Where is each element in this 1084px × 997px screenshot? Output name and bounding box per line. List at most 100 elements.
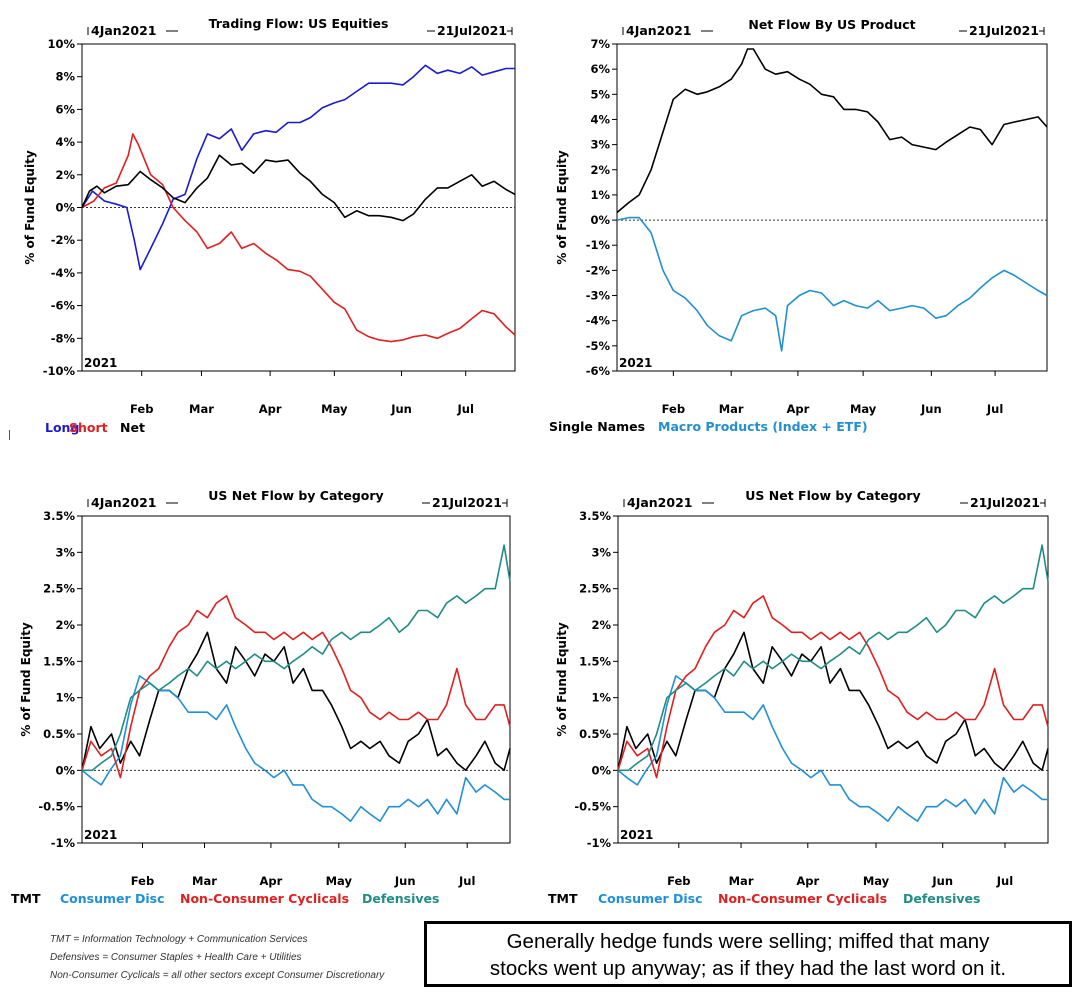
legend-entry: Macro Products (Index + ETF) (658, 419, 868, 434)
range-end-label: 21Jul2021 (437, 23, 507, 38)
range-end-marker: 21Jul2021 (959, 23, 1045, 38)
x-tick-label: May (326, 874, 353, 888)
y-tick-label: 6% (590, 62, 610, 76)
range-start-marker: 4Jan2021 (87, 23, 178, 38)
series-line-defensives (618, 544, 1049, 772)
series-line-short (81, 133, 516, 343)
plot-frame (81, 515, 511, 844)
y-tick-label: 0.5% (579, 727, 611, 741)
y-tick-label: 3.5% (43, 509, 75, 523)
y-tick-label: 3.5% (579, 509, 611, 523)
y-tick-label: 1% (590, 188, 610, 202)
x-tick-label: Feb (662, 402, 685, 416)
legend-entry: Non-Consumer Cyclicals (718, 891, 887, 906)
y-tick-label: -8% (51, 331, 76, 345)
y-tick-label: 7% (590, 37, 610, 51)
series-line-long (81, 64, 515, 271)
footnote-non-consumer-cyclicals: Non-Consumer Cyclicals = all other secto… (50, 970, 385, 981)
range-start-label: 4Jan2021 (91, 495, 156, 510)
y-axis-label: % of Fund Equity (555, 150, 569, 264)
y-tick-label: 1.5% (43, 654, 75, 668)
chart-1: Trading Flow: US Equities 4Jan2021 21Jul20… (23, 16, 516, 435)
range-start-marker: 4Jan2021 (622, 23, 713, 38)
y-axis-label: % of Fund Equity (23, 150, 37, 264)
series-line-single-names (616, 48, 1048, 214)
chart-title: US Net Flow by Category (745, 488, 920, 503)
y-tick-label: 0.5% (43, 727, 75, 741)
chart-title: Net Flow By US Product (748, 17, 915, 32)
commentary-line-1: Generally hedge funds were selling; miff… (506, 930, 990, 953)
x-tick-label: Apr (260, 874, 283, 888)
legend-entry: Net (120, 420, 145, 435)
y-tick-label: -4% (51, 266, 76, 280)
y-tick-label: -1% (586, 238, 611, 252)
plot-frame (617, 515, 1049, 844)
x-tick-label: Apr (259, 402, 282, 416)
range-start-label: 4Jan2021 (627, 495, 692, 510)
series-line-defensives (82, 544, 511, 772)
range-start-marker: 4Jan2021 (623, 495, 714, 510)
y-tick-label: 1.5% (579, 654, 611, 668)
y-tick-label: -5% (586, 339, 611, 353)
footnote-defensives: Defensives = Consumer Staples + Health C… (50, 952, 302, 963)
y-tick-label: 4% (590, 112, 610, 126)
range-end-marker: 21Jul2021 (427, 23, 513, 38)
footnote-tmt: TMT = Information Technology + Communica… (50, 934, 308, 945)
x-tick-label: Jul (996, 874, 1013, 888)
y-tick-label: 2% (590, 163, 610, 177)
x-tick-label: Mar (192, 874, 217, 888)
legend-entry: Long (45, 420, 79, 435)
legend-entry: Consumer Disc (60, 891, 165, 906)
y-tick-label: 5% (590, 87, 610, 101)
x-tick-label: Mar (189, 402, 214, 416)
x-tick-label: Jun (390, 402, 412, 416)
legend-entry: Non-Consumer Cyclicals (180, 891, 349, 906)
y-tick-label: -2% (586, 263, 611, 277)
x-tick-label: Mar (719, 402, 744, 416)
range-end-label: 21Jul2021 (969, 23, 1039, 38)
y-tick-label: -2% (51, 233, 76, 247)
x-tick-label: May (863, 874, 890, 888)
y-axis-label: % of Fund Equity (19, 622, 33, 736)
y-tick-label: -0.5% (38, 800, 75, 814)
series-line-non-consumer-cyclicals (617, 595, 1049, 779)
y-tick-label: 0% (590, 213, 610, 227)
series-line-macro-products-index-etf (616, 216, 1048, 352)
y-tick-label: 10% (47, 37, 75, 51)
y-tick-label: -6% (51, 299, 76, 313)
year-label: 2021 (619, 356, 652, 370)
range-end-marker: 21Jul2021 (960, 495, 1046, 510)
commentary-box: Generally hedge funds were selling; miff… (424, 921, 1072, 987)
y-tick-label: 1% (55, 691, 75, 705)
range-start-label: 4Jan2021 (626, 23, 691, 38)
chart-4: US Net Flow by Category 4Jan2021 21Jul2021… (548, 488, 1049, 906)
stray-caret-mark (9, 430, 10, 440)
y-tick-label: 3% (590, 138, 610, 152)
year-label: 2021 (84, 356, 117, 370)
x-tick-label: Jul (458, 874, 475, 888)
plot-frame (616, 43, 1048, 372)
legend-entry: Single Names (549, 419, 645, 434)
y-tick-label: 1% (591, 691, 611, 705)
year-label: 2021 (84, 828, 117, 842)
commentary-line-2: stocks went up anyway; as if they had th… (489, 957, 1007, 980)
y-tick-label: 0% (55, 201, 75, 215)
series-line-net (81, 154, 516, 222)
range-start-label: 4Jan2021 (91, 23, 156, 38)
y-tick-label: 3% (591, 545, 611, 559)
y-tick-label: -6% (586, 364, 611, 378)
x-tick-label: Jul (457, 402, 474, 416)
x-tick-label: Apr (786, 402, 809, 416)
y-tick-label: -1% (51, 836, 76, 850)
series-line-tmt (617, 631, 1049, 772)
y-tick-label: 6% (55, 102, 75, 116)
y-tick-label: 2% (55, 618, 75, 632)
y-tick-label: 8% (55, 70, 75, 84)
x-tick-label: May (850, 402, 877, 416)
y-tick-label: 4% (55, 135, 75, 149)
y-tick-label: -1% (587, 836, 612, 850)
x-tick-label: Jun (931, 874, 953, 888)
x-tick-label: Feb (667, 874, 690, 888)
x-tick-label: Feb (130, 402, 153, 416)
y-axis-label: % of Fund Equity (555, 622, 569, 736)
